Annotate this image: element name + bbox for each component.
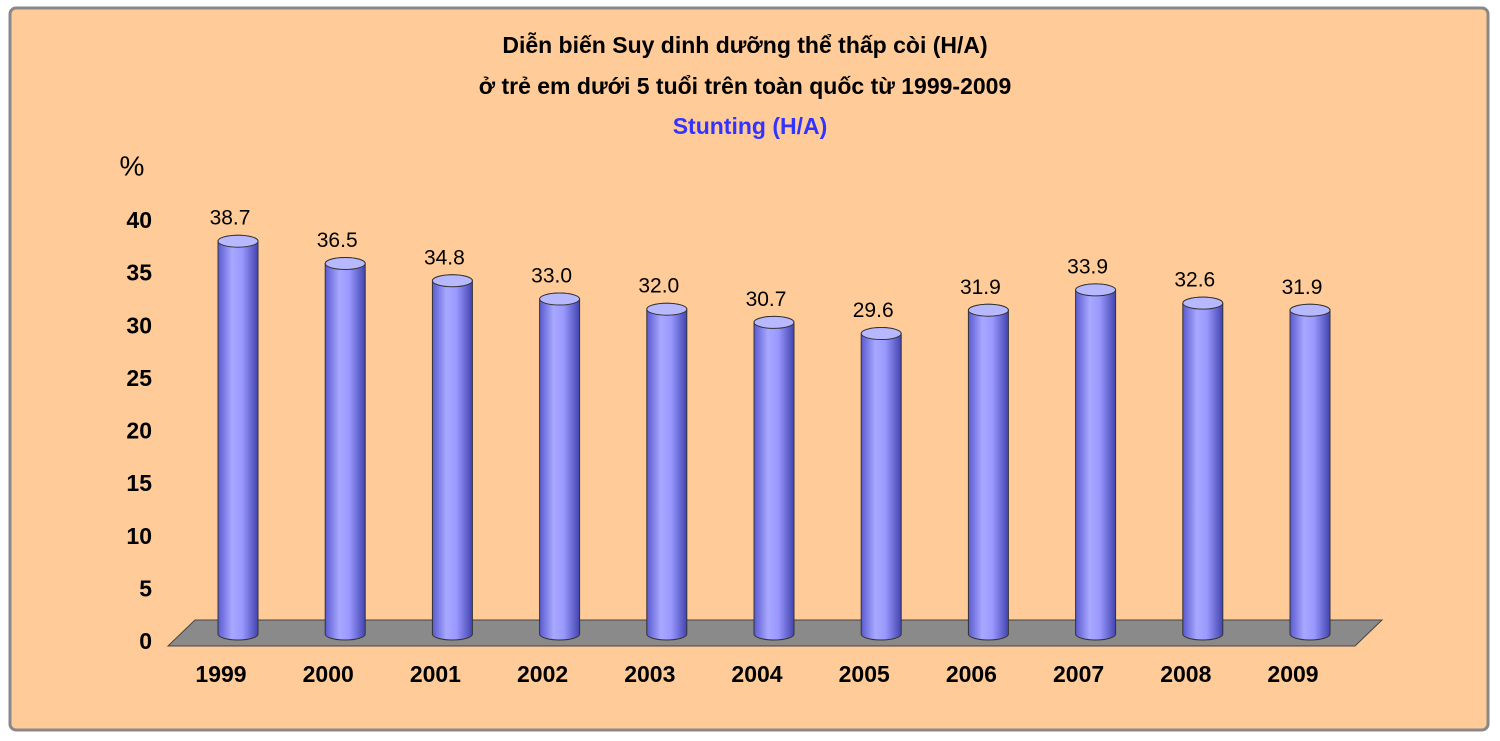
- value-label: 29.6: [853, 299, 894, 322]
- value-label: 34.8: [424, 246, 465, 269]
- chart-title: ở trẻ em dưới 5 tuổi trên toàn quốc từ 1…: [479, 73, 1012, 99]
- x-tick-label: 2009: [1267, 661, 1318, 687]
- bar: [1289, 303, 1331, 641]
- bar: [646, 302, 688, 641]
- value-label: 31.9: [960, 276, 1001, 299]
- y-tick-label: 30: [126, 312, 152, 338]
- series-name: Stunting (H/A): [673, 113, 828, 139]
- x-tick-label: 2004: [731, 661, 782, 687]
- bar-top: [1289, 303, 1331, 317]
- bar: [860, 327, 902, 641]
- value-label: 38.7: [210, 207, 251, 230]
- bar-top: [753, 315, 795, 329]
- bar-top: [860, 327, 902, 341]
- chart-background: [8, 6, 1490, 732]
- bar: [967, 303, 1009, 641]
- bar-top: [539, 292, 581, 306]
- bar: [324, 257, 366, 641]
- value-label: 32.0: [638, 275, 679, 298]
- value-label: 32.6: [1174, 269, 1215, 292]
- x-tick-label: 2003: [624, 661, 675, 687]
- bar: [431, 274, 473, 641]
- bar: [539, 292, 581, 641]
- value-label: 36.5: [317, 229, 358, 252]
- value-label: 31.9: [1282, 276, 1323, 299]
- y-tick-label: 0: [139, 628, 152, 654]
- y-tick-label: 35: [126, 260, 152, 286]
- bar-top: [1182, 296, 1224, 310]
- y-tick-label: 15: [126, 470, 152, 496]
- bar-top: [431, 274, 473, 288]
- x-tick-label: 2002: [517, 661, 568, 687]
- y-axis-label: %: [120, 150, 145, 181]
- x-tick-label: 2008: [1160, 661, 1211, 687]
- y-tick-label: 25: [126, 365, 152, 391]
- x-tick-label: 2006: [946, 661, 997, 687]
- y-tick-label: 5: [139, 575, 152, 601]
- y-tick-label: 10: [126, 523, 152, 549]
- bar: [1182, 296, 1224, 641]
- bar-top: [646, 302, 688, 316]
- bar: [753, 315, 795, 641]
- bar-top: [217, 234, 259, 248]
- x-tick-label: 2001: [410, 661, 461, 687]
- y-tick-label: 20: [126, 418, 152, 444]
- x-tick-label: 2005: [839, 661, 890, 687]
- y-tick-label: 40: [126, 207, 152, 233]
- x-tick-label: 1999: [195, 661, 246, 687]
- x-tick-label: 2007: [1053, 661, 1104, 687]
- value-label: 33.9: [1067, 255, 1108, 278]
- bar: [217, 234, 259, 641]
- bar-top: [324, 257, 366, 271]
- bar-top: [1075, 283, 1117, 297]
- chart-title: Diễn biến Suy dinh dưỡng thể thấp còi (H…: [502, 31, 987, 58]
- bar-top: [967, 303, 1009, 317]
- bar: [1075, 283, 1117, 641]
- value-label: 30.7: [746, 288, 787, 311]
- x-tick-label: 2000: [303, 661, 354, 687]
- value-label: 33.0: [531, 265, 572, 288]
